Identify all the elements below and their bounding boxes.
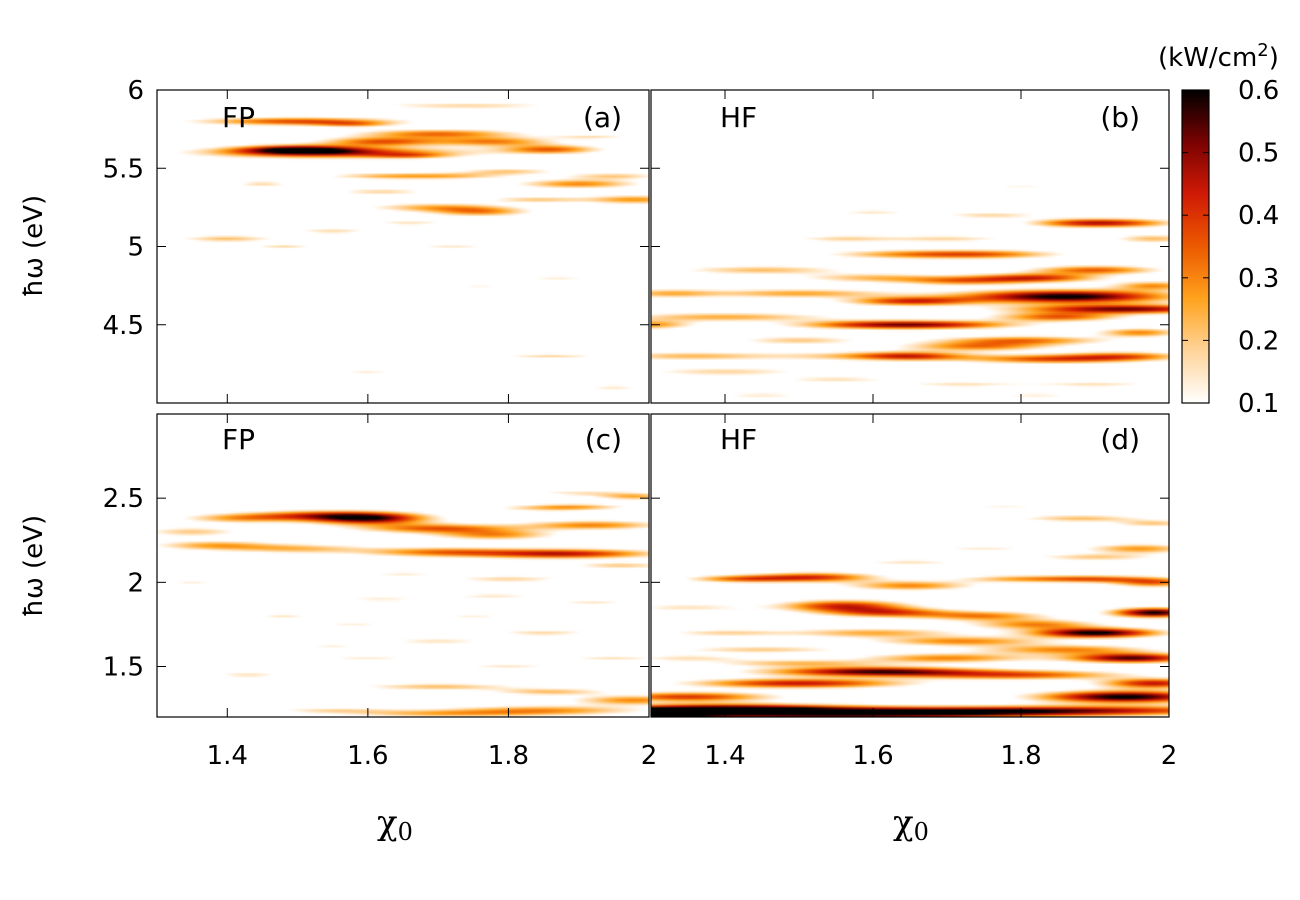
x-axis-title-right-symbol: χ xyxy=(893,803,914,843)
panel-b-method-label: HF xyxy=(720,101,757,134)
x-tick-label: 1.8 xyxy=(1000,741,1041,771)
colorbar-unit-text: (kW/cm xyxy=(1158,43,1257,73)
x-axis-title-right: χ0 xyxy=(893,803,929,846)
y-tick-label: 2.5 xyxy=(103,484,144,514)
heatmap-a xyxy=(157,90,649,403)
panel-a: 4.5 5 5.5 6 FP (a) xyxy=(103,76,650,404)
panel-b-tag: (b) xyxy=(1100,101,1140,134)
x-tick-label: 1.6 xyxy=(852,741,893,771)
colorbar-fill xyxy=(1182,90,1209,403)
colorbar-tick-label: 0.1 xyxy=(1238,389,1279,419)
x-tick-label: 1.6 xyxy=(347,741,388,771)
y-tick-label: 5 xyxy=(127,233,144,263)
panel-a-method-label: FP xyxy=(222,101,255,134)
colorbar-tick-label: 0.3 xyxy=(1238,264,1279,294)
y-axis-title-top: ħω (eV) xyxy=(19,195,49,297)
colorbar-tick-label: 0.5 xyxy=(1238,139,1279,169)
panel-b: HF (b) xyxy=(650,89,1170,404)
colorbar-unit-superscript: 2 xyxy=(1257,40,1268,61)
panel-b-ticks xyxy=(651,89,1170,403)
panel-c-frame xyxy=(156,413,650,718)
x-axis-title-left: χ0 xyxy=(377,803,413,846)
panel-c-tag: (c) xyxy=(585,423,622,456)
y-tick-label: 1.5 xyxy=(103,653,144,683)
colorbar-unit-close: ) xyxy=(1269,43,1279,73)
colorbar-tick-label: 0.4 xyxy=(1238,201,1279,231)
x-tick-label: 1.4 xyxy=(704,741,745,771)
panel-d-method-label: HF xyxy=(720,423,757,456)
heatmap-d xyxy=(651,414,1169,717)
panel-d-tag: (d) xyxy=(1100,423,1140,456)
panel-c-ticks: 1.5 2 2.5 1.4 1.6 1.8 2 xyxy=(103,414,658,771)
x-axis-title-right-subscript: 0 xyxy=(914,818,929,846)
heatmap-c xyxy=(157,414,649,717)
colorbar-tick-label: 0.6 xyxy=(1238,76,1279,106)
y-tick-label: 2 xyxy=(127,568,144,598)
x-tick-label: 1.8 xyxy=(488,741,529,771)
x-tick-label: 2 xyxy=(1161,741,1178,771)
heatmap-b xyxy=(651,90,1169,403)
panel-d-ticks: 1.4 1.6 1.8 2 xyxy=(651,414,1177,771)
x-axis-title-left-subscript: 0 xyxy=(398,818,413,846)
y-axis-title-bottom: ħω (eV) xyxy=(19,515,49,617)
x-tick-label: 2 xyxy=(641,741,658,771)
panel-a-ticks: 4.5 5 5.5 6 xyxy=(103,76,650,403)
colorbar-ticks: 0.1 0.2 0.3 0.4 0.5 0.6 xyxy=(1182,76,1279,419)
panel-d-frame xyxy=(650,413,1170,718)
colorbar-tick-label: 0.2 xyxy=(1238,326,1279,356)
y-tick-label: 6 xyxy=(127,76,144,106)
panel-d: 1.4 1.6 1.8 2 HF (d) xyxy=(650,413,1177,771)
y-tick-label: 4.5 xyxy=(103,311,144,341)
colorbar: 0.1 0.2 0.3 0.4 0.5 0.6 (kW/cm2) xyxy=(1158,40,1279,419)
panel-a-tag: (a) xyxy=(583,101,622,134)
colorbar-frame xyxy=(1181,89,1210,404)
colorbar-unit-label: (kW/cm2) xyxy=(1158,40,1279,73)
x-axis-title-left-symbol: χ xyxy=(377,803,398,843)
y-tick-label: 5.5 xyxy=(103,154,144,184)
panel-c: 1.5 2 2.5 1.4 1.6 1.8 2 FP (c) xyxy=(103,413,658,771)
panel-c-method-label: FP xyxy=(222,423,255,456)
x-tick-label: 1.4 xyxy=(207,741,248,771)
